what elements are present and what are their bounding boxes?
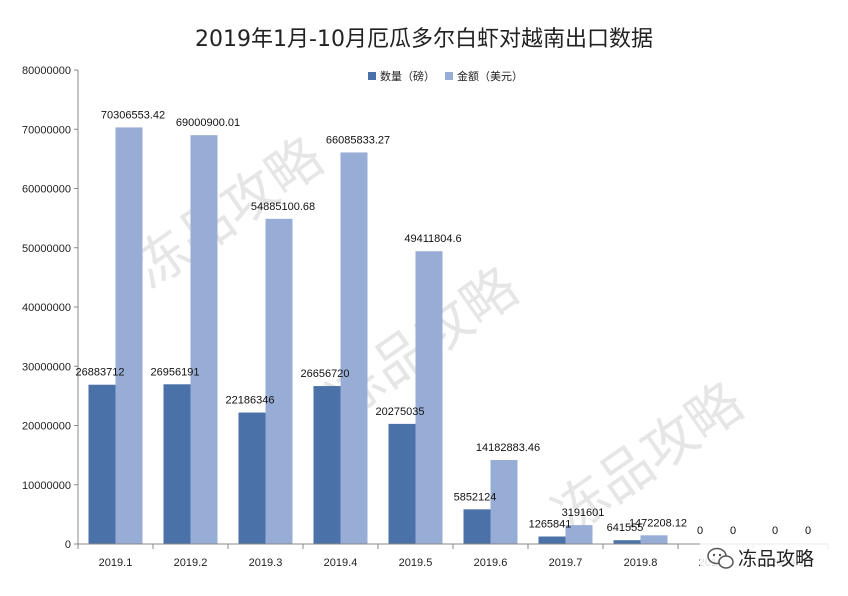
data-label-amount: 0	[730, 525, 736, 537]
chart-title: 2019年1月-10月厄瓜多尔白虾对越南出口数据	[195, 27, 653, 52]
bar-quantity	[163, 384, 191, 544]
bar-quantity	[613, 540, 641, 544]
bar-quantity	[238, 412, 266, 544]
wechat-icon	[707, 547, 734, 569]
y-tick-label: 20000000	[22, 421, 71, 433]
data-label-amount: 69000900.01	[176, 117, 240, 129]
bar-amount	[115, 127, 143, 545]
y-tick-label: 40000000	[22, 302, 71, 314]
data-label-quantity: 26883712	[76, 367, 125, 379]
data-label-quantity: 1265841	[529, 518, 572, 530]
y-axis: 0 10000000 20000000 30000000 40000000 5000000…	[22, 65, 79, 551]
brand-text: 冻品攻略	[738, 548, 814, 570]
bars	[88, 127, 668, 545]
bar-amount	[490, 459, 518, 544]
y-tick-label: 70000000	[22, 124, 71, 136]
data-label-amount: 3191601	[562, 507, 605, 519]
legend-swatch-quantity	[368, 72, 376, 80]
data-label-quantity: 20275035	[376, 406, 425, 418]
legend-swatch-amount	[445, 72, 453, 80]
data-label-quantity: 26956191	[151, 366, 200, 378]
y-tick-label: 50000000	[22, 243, 71, 255]
x-tick-label: 2019.1	[99, 557, 133, 569]
y-tick-label: 80000000	[22, 65, 71, 77]
bar-amount	[640, 535, 668, 544]
bar-amount	[340, 152, 368, 544]
data-label-amount: 1472208.12	[629, 517, 687, 529]
legend-label-quantity: 数量（磅）	[380, 69, 435, 83]
data-label-amount: 54885100.68	[251, 201, 315, 213]
x-tick-label: 2019.8	[624, 557, 658, 569]
data-label-amount: 0	[805, 525, 811, 537]
x-tick-label: 2019.3	[249, 557, 283, 569]
y-tick-label: 60000000	[22, 184, 71, 196]
data-label-quantity: 26656720	[301, 368, 350, 380]
data-label-quantity: 5852124	[454, 491, 497, 503]
data-label-quantity: 22186346	[226, 395, 275, 407]
y-tick-label: 30000000	[22, 361, 71, 373]
data-label-amount: 49411804.6	[404, 233, 461, 245]
brand-badge: 冻品攻略	[700, 540, 840, 574]
bar-amount	[565, 525, 593, 544]
x-tick-label: 2019.2	[174, 557, 208, 569]
bar-quantity	[88, 384, 116, 544]
y-tick-label: 10000000	[22, 480, 71, 492]
x-tick-label: 2019.6	[474, 557, 508, 569]
data-label-amount: 70306553.42	[101, 109, 165, 121]
bar-amount	[190, 135, 218, 544]
bar-quantity	[538, 536, 566, 544]
watermark: 冻品攻略	[121, 125, 334, 300]
legend-label-amount: 金额（美元）	[457, 69, 523, 83]
bar-quantity	[463, 509, 491, 544]
bar-amount	[415, 251, 443, 545]
data-label-amount: 66085833.27	[326, 134, 390, 146]
bar-amount	[265, 218, 293, 544]
data-label-amount: 14182883.46	[476, 442, 540, 454]
bar-quantity	[388, 423, 416, 544]
data-labels: 26883712 70306553.42 26956191 69000900.01 22…	[76, 109, 812, 537]
x-tick-label: 2019.4	[324, 557, 358, 569]
legend: 数量（磅） 金额（美元）	[368, 69, 523, 83]
x-tick-label: 2019.7	[549, 557, 583, 569]
data-label-quantity: 0	[697, 525, 703, 537]
data-label-quantity: 641555	[607, 522, 644, 534]
y-tick-label: 0	[65, 539, 71, 551]
x-tick-label: 2019.5	[399, 557, 433, 569]
bar-quantity	[313, 386, 341, 544]
data-label-quantity: 0	[772, 525, 778, 537]
